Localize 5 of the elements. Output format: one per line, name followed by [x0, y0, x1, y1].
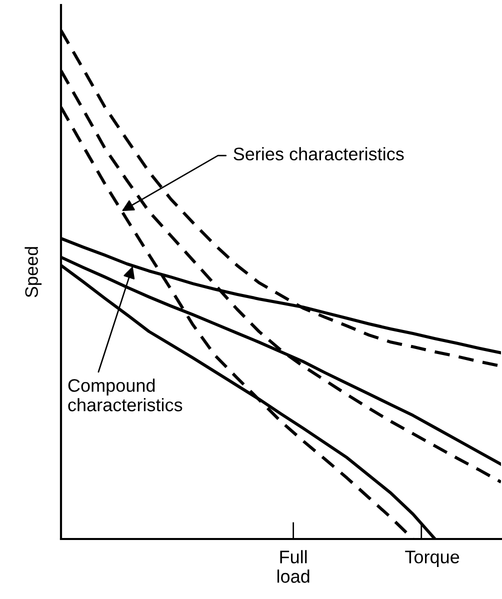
annotation: Series characteristics	[234, 147, 404, 160]
text: Full load	[277, 550, 310, 583]
y-axis-title: Speed	[24, 247, 42, 298]
text: Torque	[405, 550, 460, 567]
annotation: Compound characteristics	[68, 378, 182, 412]
